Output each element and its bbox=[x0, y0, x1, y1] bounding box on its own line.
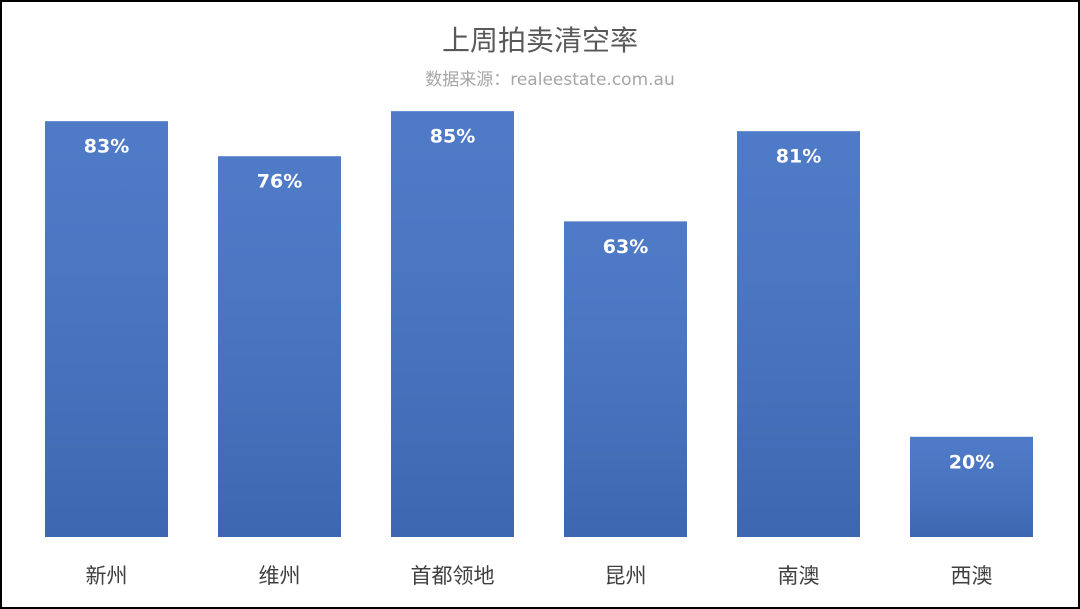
x-tick-label: 西澳 bbox=[951, 564, 993, 588]
chart-subtitle: 数据来源：realeestate.com.au bbox=[425, 70, 675, 90]
bar-shade bbox=[218, 156, 341, 538]
bar-shade bbox=[45, 121, 168, 538]
value-label: 20% bbox=[949, 451, 994, 473]
value-label: 63% bbox=[603, 236, 648, 258]
x-tick-label: 维州 bbox=[259, 564, 301, 588]
x-tick-label: 昆州 bbox=[605, 564, 647, 588]
x-tick-label: 新州 bbox=[86, 564, 128, 588]
chart-title: 上周拍卖清空率 bbox=[442, 24, 638, 57]
bar-shade bbox=[564, 221, 687, 537]
bar-shade bbox=[910, 436, 1033, 537]
bar-shade bbox=[391, 111, 514, 538]
value-label: 83% bbox=[84, 136, 129, 158]
x-tick-label: 南澳 bbox=[778, 564, 820, 588]
value-label: 81% bbox=[776, 146, 821, 168]
x-tick-label: 首都领地 bbox=[411, 564, 495, 588]
bar-shade bbox=[737, 131, 860, 537]
value-label: 76% bbox=[257, 171, 302, 193]
value-label: 85% bbox=[430, 126, 475, 148]
